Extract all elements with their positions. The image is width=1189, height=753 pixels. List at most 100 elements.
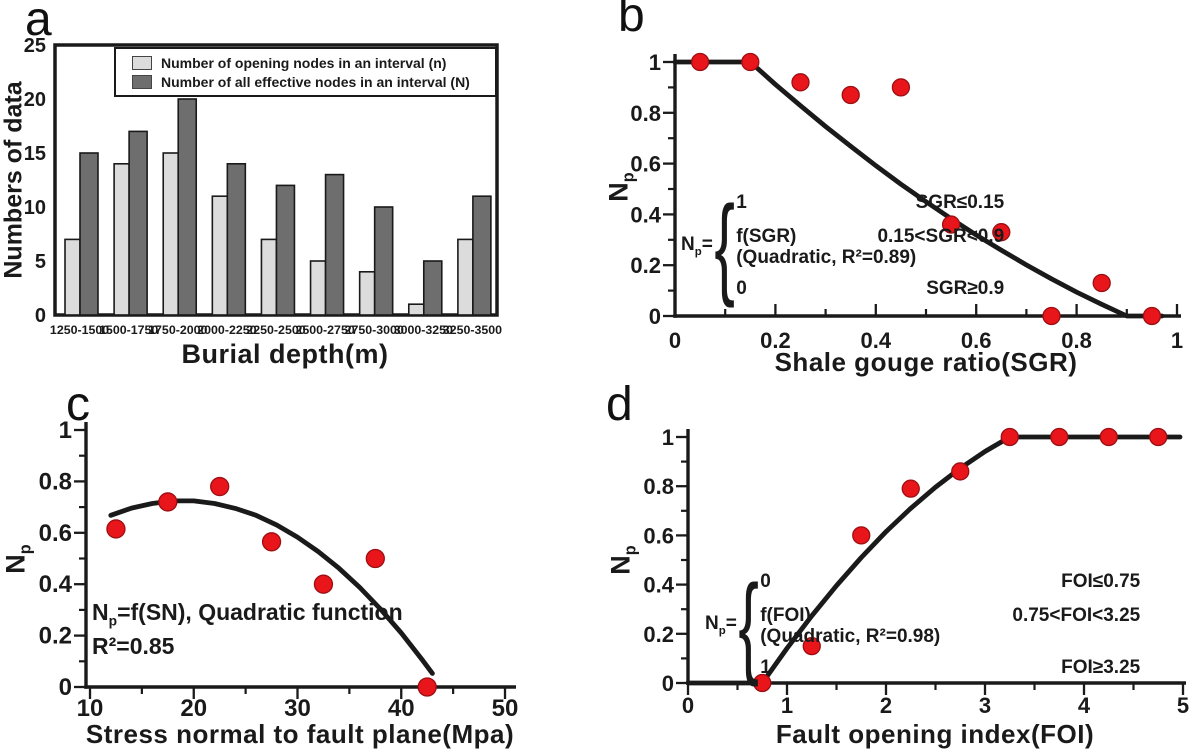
data-point — [1092, 273, 1111, 293]
data-point — [1099, 427, 1118, 447]
scatter-chart-sgr: 0 0.2 0.4 0.6 0.8 1 0 0.2 0.4 0.6 0.8 1 — [630, 50, 1183, 353]
bar-effective-nodes — [373, 206, 394, 316]
bar-effective-nodes — [422, 260, 443, 316]
data-point — [106, 519, 126, 539]
panel-d: 0 1 2 3 4 5 0 0.2 0.4 0.6 0.8 1 d Np= { 0 FOI≤0.75 f… — [595, 375, 1189, 753]
y-tick-label: 0.4 — [39, 571, 73, 598]
piecewise-row: 0 FOI≤0.75 — [760, 571, 1141, 592]
x-tick-label: 20 — [180, 695, 207, 722]
bar-opening-nodes — [113, 163, 130, 316]
data-point — [841, 85, 860, 105]
data-point — [791, 73, 810, 92]
legend-item-effective-nodes: Number of all effective nodes in an inte… — [132, 74, 495, 90]
data-point — [992, 223, 1011, 242]
x-tick-label: 0 — [682, 693, 694, 718]
panel-c: 10 20 30 40 50 0 0.2 0.4 0.6 0.8 1 c Np=f(SN), Qua… — [0, 375, 595, 753]
x-tick-label: 10 — [77, 695, 104, 722]
y-tick-label: 0.4 — [643, 573, 674, 598]
legend-label: Number of all effective nodes in an inte… — [161, 73, 470, 90]
data-point — [1149, 427, 1168, 447]
x-axis-title-d: Fault opening index(FOI) — [775, 719, 1095, 749]
bar-effective-nodes — [275, 184, 296, 316]
piecewise-row: (Quadratic, R²=0.98) — [760, 626, 941, 647]
bar-effective-nodes — [226, 163, 247, 316]
legend-item-opening-nodes: Number of opening nodes in an interval (… — [132, 55, 495, 71]
x-category-label: 3000-3250 — [394, 323, 453, 337]
legend-label: Number of opening nodes in an interval (… — [161, 54, 447, 71]
x-tick-label: 30 — [284, 695, 311, 722]
x-tick-label: 4 — [1078, 693, 1091, 718]
y-tick-label: 1 — [649, 50, 661, 75]
data-point — [891, 78, 911, 97]
annotation-c-line1: Np=f(SN), Quadratic function — [92, 599, 403, 629]
x-category-label: 2500-2750 — [295, 323, 354, 337]
bar-effective-nodes — [472, 195, 492, 316]
x-category-label: 2250-2500 — [246, 323, 305, 337]
data-point — [210, 476, 230, 497]
piecewise-row: f(SGR) 0.15<SGR<0.9 — [736, 226, 1005, 247]
x-tick-label: 0 — [669, 328, 681, 353]
bar-effective-nodes — [324, 173, 345, 316]
x-tick-label: 5 — [1177, 693, 1189, 718]
x-axis-title-c: Stress normal to fault plane(Mpa) — [85, 719, 515, 749]
fitted-curve — [685, 434, 1183, 686]
x-category-label: 1250-1500 — [50, 323, 109, 337]
data-point — [690, 52, 710, 72]
data-point — [741, 52, 760, 72]
panel-a: 0 5 10 15 20 25 1250-1500 1500-1750 1750-2000 200… — [0, 0, 595, 375]
y-tick-label: 10 — [24, 197, 46, 219]
np-equals: Np= — [681, 234, 713, 258]
x-tick-label: 0.2 — [760, 328, 791, 353]
y-tick-label: 0.6 — [643, 523, 674, 548]
bar-opening-nodes — [407, 303, 425, 316]
annotation-c-line2: R²=0.85 — [92, 633, 175, 660]
data-point — [852, 526, 871, 545]
y-tick-label: 0.6 — [630, 152, 661, 177]
scatter-chart-foi: 0 1 2 3 4 5 0 0.2 0.4 0.6 0.8 1 — [643, 425, 1189, 718]
bar-opening-nodes — [64, 238, 81, 316]
y-axis-title-a: Numbers of data — [0, 81, 28, 279]
annotation-d: Np= { 0 FOI≤0.75 f(FOI) 0.75<FOI<3.25 (Qua… — [705, 562, 1140, 687]
y-axis-title-b: Np — [603, 172, 638, 202]
piecewise-row: 0 SGR≥0.9 — [736, 278, 1005, 299]
data-point — [1050, 427, 1069, 447]
piecewise-row: (Quadratic, R²=0.89) — [736, 247, 917, 268]
y-tick-label: 0 — [662, 671, 674, 696]
data-point — [1000, 427, 1019, 447]
data-point — [941, 215, 961, 234]
x-tick-label: 50 — [492, 695, 519, 722]
brace-glyph: { — [738, 562, 759, 687]
piecewise-rows: 0 FOI≤0.75 f(FOI) 0.75<FOI<3.25 (Quadratic… — [760, 571, 1140, 679]
bar-chart: 0 5 10 15 20 25 1250-15001500-17501750-2000200… — [24, 35, 502, 337]
y-tick-label: 1 — [662, 425, 674, 450]
data-point — [753, 673, 772, 693]
y-tick-label: 15 — [24, 143, 46, 165]
y-tick-label: 5 — [35, 251, 46, 273]
panel-d-label: d — [606, 378, 633, 431]
data-point — [901, 479, 920, 498]
x-category-label: 2000-2250 — [197, 323, 256, 337]
data-point — [365, 548, 385, 569]
x-axis-title-a: Burial depth(m) — [181, 339, 389, 369]
fitted-curve — [672, 59, 1165, 319]
y-tick-label: 0.8 — [39, 468, 72, 495]
y-tick-label: 0.2 — [643, 622, 674, 647]
piecewise-row: 1 FOI≥3.25 — [760, 657, 1141, 678]
data-point — [1142, 306, 1162, 326]
y-tick-label: 0.2 — [630, 253, 661, 278]
bar-opening-nodes — [260, 238, 278, 316]
x-category-label: 2750-3000 — [345, 323, 404, 337]
x-tick-label: 3 — [979, 693, 991, 718]
x-tick-label: 1 — [781, 693, 793, 718]
y-tick-label: 0.8 — [643, 474, 674, 499]
y-tick-label: 0.2 — [39, 623, 72, 650]
x-tick-label: 0.8 — [1061, 328, 1092, 353]
y-tick-label: 25 — [24, 35, 46, 57]
bar-opening-nodes — [162, 152, 180, 316]
data-point — [313, 574, 334, 594]
annotation-b: Np= { 1 SGR≤0.15 f(SGR) 0.15<SGR<0.9 (Quad… — [681, 190, 1005, 302]
bar-effective-nodes — [128, 130, 148, 316]
x-tick-label: 40 — [388, 695, 415, 722]
annotation-c: Np=f(SN), Quadratic function R²=0.85 — [92, 597, 403, 662]
y-tick-label: 0.4 — [630, 202, 661, 227]
